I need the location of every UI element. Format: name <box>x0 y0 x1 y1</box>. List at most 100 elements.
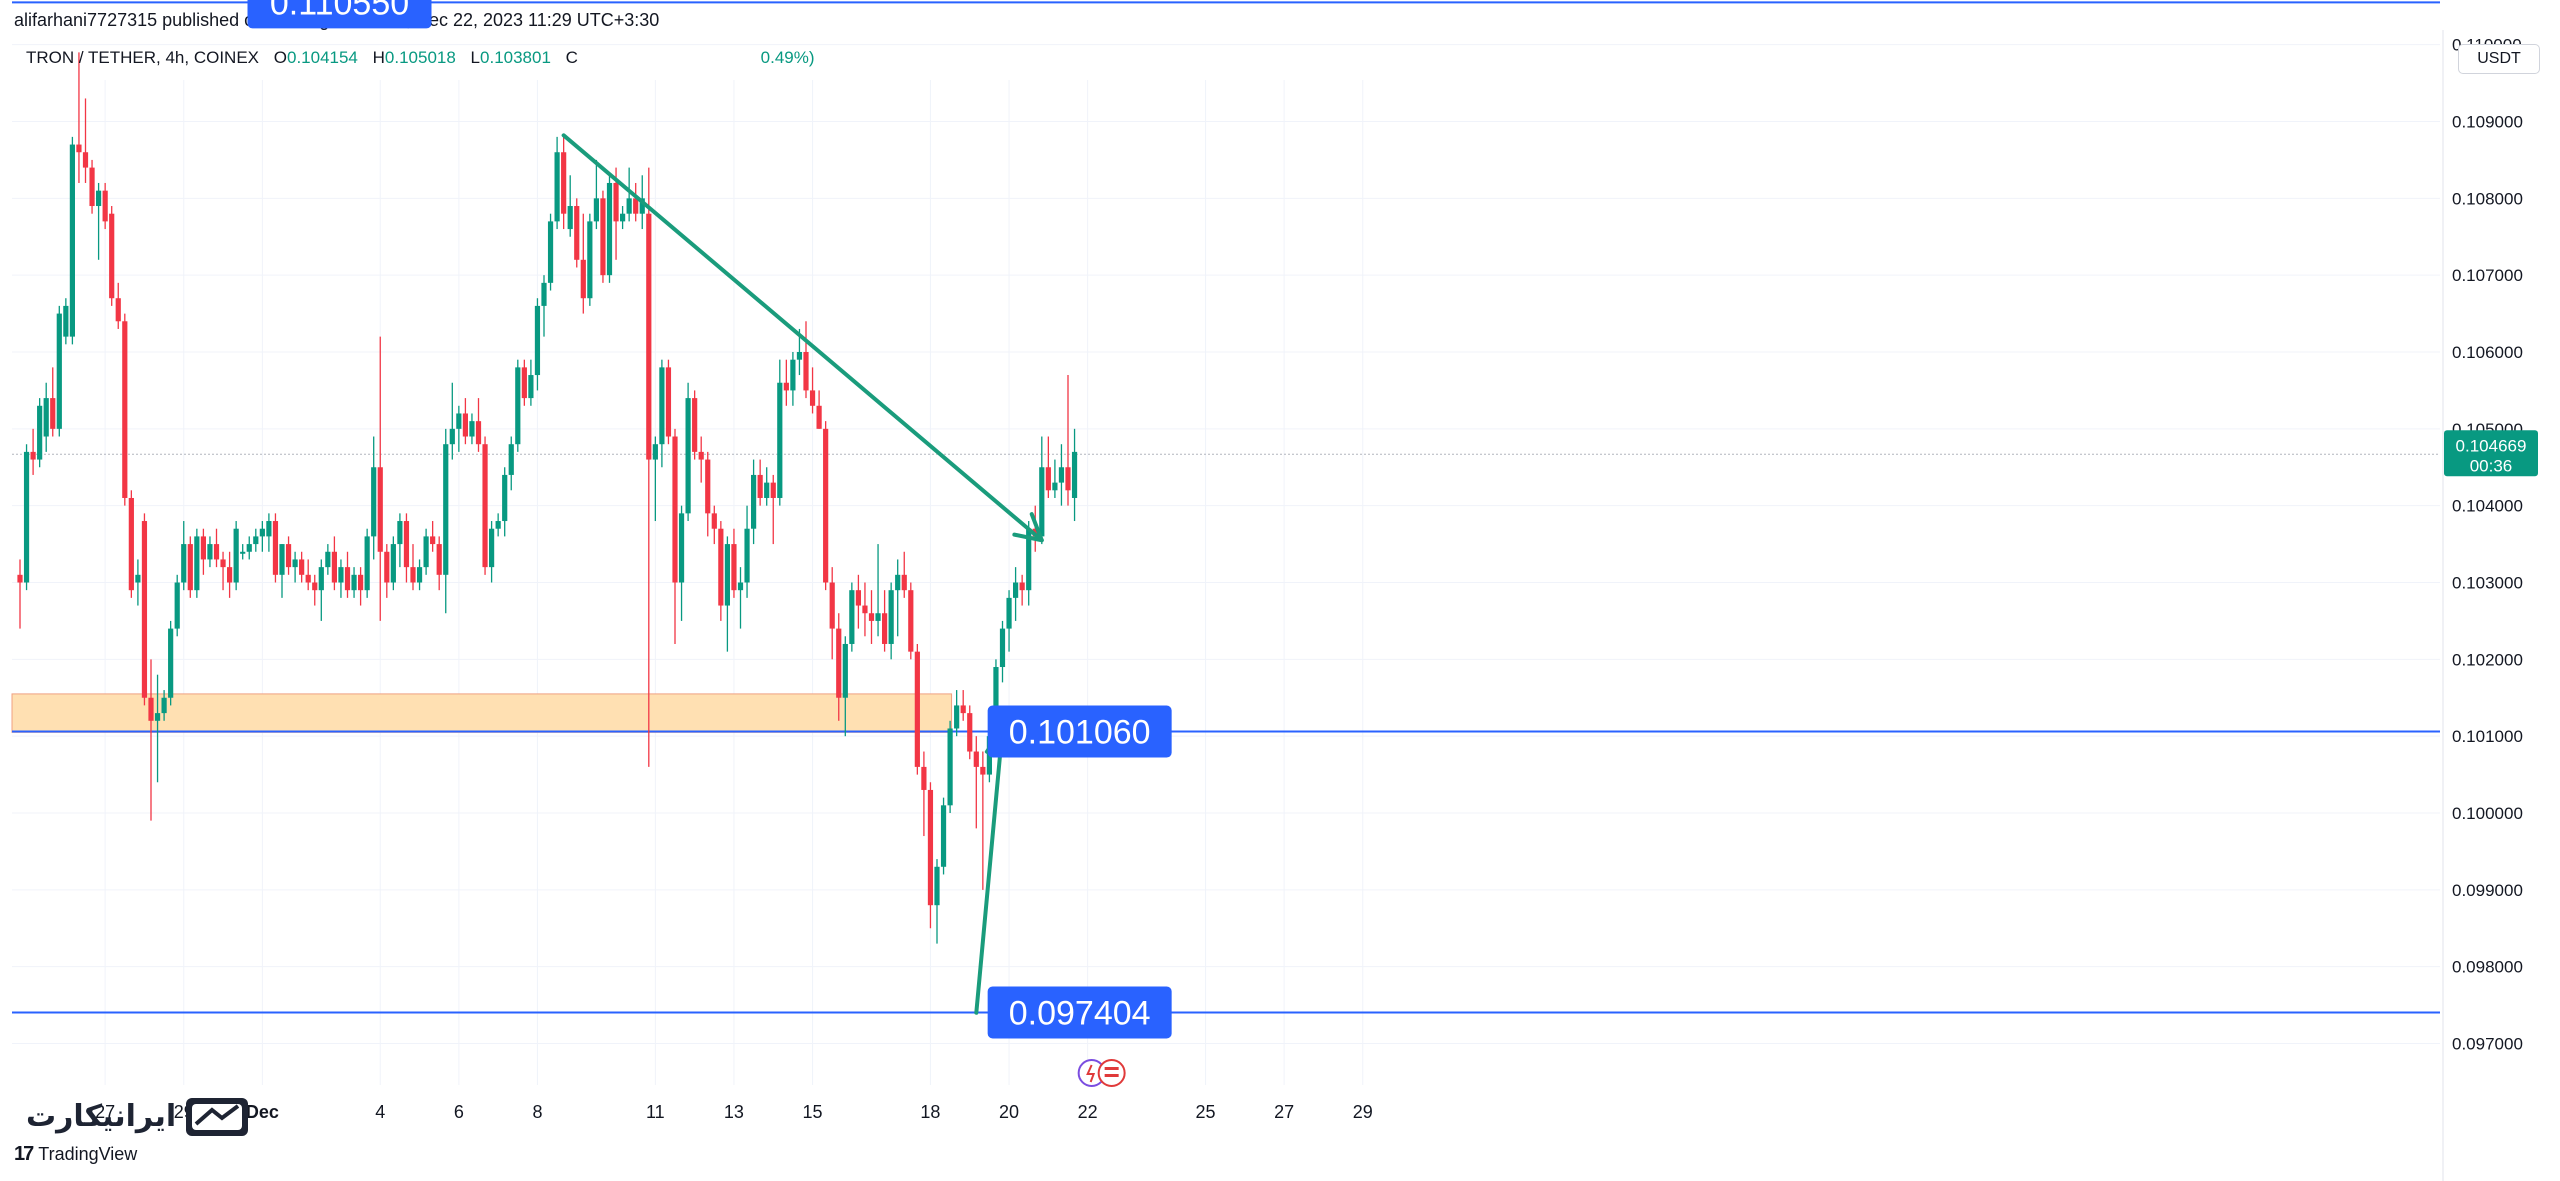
candle-up <box>154 713 161 721</box>
candle-down <box>580 259 586 299</box>
current-price-badge <box>2444 430 2538 477</box>
candle-down <box>757 474 763 498</box>
candle-up <box>685 398 691 514</box>
y-tick-label: 0.098000 <box>2452 958 2523 977</box>
symbol-name: TRON / TETHER, 4h, COINEX <box>26 48 260 67</box>
candle-down <box>109 213 115 299</box>
tradingview-footer[interactable]: 17 TradingView <box>14 1143 137 1166</box>
candle-down <box>331 551 337 583</box>
currency-button[interactable]: USDT <box>2458 44 2540 74</box>
candle-up <box>259 528 265 537</box>
candle-down <box>305 574 311 583</box>
candle-up <box>947 728 953 806</box>
candle-up <box>423 536 429 568</box>
us-flag-icon <box>1097 1059 1126 1087</box>
candle-up <box>606 182 613 276</box>
candle-down <box>312 582 318 591</box>
candle-down <box>803 352 809 391</box>
y-tick-label: 0.106000 <box>2452 343 2523 362</box>
candle-down <box>882 613 888 644</box>
candle-down <box>82 152 89 168</box>
candle-down <box>705 459 711 514</box>
candle-down <box>921 766 927 790</box>
candle-down <box>89 167 95 207</box>
candle-up <box>253 536 259 545</box>
candle-up <box>888 590 894 644</box>
candle-up <box>724 544 730 606</box>
candle-up <box>279 544 285 575</box>
candle-up <box>678 513 685 583</box>
candle-down <box>475 421 482 445</box>
y-tick-label: 0.109000 <box>2452 113 2523 132</box>
lightning-icon <box>1086 1064 1096 1083</box>
candle-down <box>868 613 875 621</box>
candle-down <box>672 436 678 583</box>
candle-down <box>731 544 737 591</box>
candle-up <box>456 413 462 429</box>
candle-up <box>416 567 423 583</box>
candle-down <box>285 544 292 568</box>
candle-up <box>875 613 881 621</box>
level-callout-label: 0.097404 <box>1009 994 1151 1032</box>
x-tick-label: 25 <box>1196 1102 1216 1122</box>
candle-up <box>23 451 30 583</box>
candle-up <box>181 544 187 583</box>
x-tick-label: 22 <box>1078 1102 1098 1122</box>
candle-down <box>633 198 639 214</box>
candle-down <box>1019 582 1025 591</box>
candle-down <box>561 152 567 214</box>
candle-up <box>796 352 803 360</box>
candle-up <box>443 444 449 575</box>
candle-down <box>358 574 364 591</box>
candle-down <box>711 513 717 529</box>
brand-watermark: ایرانیکارت <box>26 1092 254 1140</box>
y-tick-label: 0.100000 <box>2452 804 2523 823</box>
candle-up <box>1026 528 1032 591</box>
candle-up <box>449 428 455 445</box>
candle-up <box>849 590 855 644</box>
candle-down <box>836 628 842 698</box>
y-tick-label: 0.101000 <box>2452 727 2523 746</box>
candle-down <box>220 559 226 568</box>
low-label: L <box>470 48 481 67</box>
current-price-value: 0.104669 <box>2456 436 2527 455</box>
flag-stripe-icon <box>1104 1067 1119 1070</box>
y-tick-label: 0.104000 <box>2452 497 2523 516</box>
candle-up <box>528 375 534 399</box>
candle-up <box>1013 582 1019 598</box>
candle-up <box>43 398 49 437</box>
candle-up <box>541 282 547 306</box>
candle-up <box>489 528 495 568</box>
symbol-legend: TRON / TETHER, 4h, COINEX O0.104154 H0.1… <box>26 48 815 68</box>
candle-down <box>128 497 134 591</box>
candle-down <box>980 766 986 775</box>
candle-down <box>613 182 619 222</box>
candle-up <box>161 697 167 714</box>
candle-down <box>574 206 580 260</box>
candle-down <box>855 590 861 606</box>
level-callout-box <box>987 705 1172 758</box>
candle-down <box>692 398 698 452</box>
candle-up <box>266 521 272 537</box>
card-logo-icon <box>186 1098 249 1136</box>
x-tick-label: 13 <box>724 1102 744 1122</box>
candle-down <box>102 190 108 222</box>
candle-up <box>940 805 947 867</box>
candle-up <box>338 567 344 583</box>
candle-up <box>999 628 1006 668</box>
candle-up <box>397 521 403 545</box>
candle-down <box>344 567 351 591</box>
tradingview-brand: TradingView <box>38 1144 138 1164</box>
candle-down <box>141 521 148 698</box>
trend-line <box>974 726 1005 1015</box>
candle-up <box>790 359 796 391</box>
candle-down <box>908 590 914 652</box>
candle-up <box>508 444 514 475</box>
candle-up <box>246 544 252 552</box>
close-label: C <box>565 48 578 67</box>
candle-up <box>639 198 645 214</box>
candle-up <box>554 152 560 222</box>
high-value: 0.105018 <box>384 48 456 67</box>
candle-down <box>148 697 154 721</box>
